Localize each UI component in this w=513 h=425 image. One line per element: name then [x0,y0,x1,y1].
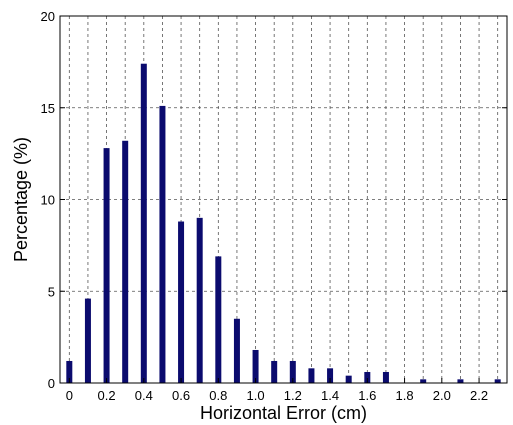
bar [215,256,222,383]
x-tick-label: 0.8 [209,388,227,403]
x-tick-label: 1.2 [284,388,302,403]
y-axis-label: Percentage (%) [11,137,31,262]
bar [364,371,371,383]
x-tick-label: 0.2 [98,388,116,403]
x-tick-label: 2.0 [433,388,451,403]
bar [494,379,501,383]
bar [420,379,427,383]
y-tick-label: 10 [41,193,55,208]
bar [233,318,240,383]
y-tick-label: 15 [41,101,55,116]
bar [457,379,464,383]
bar [66,360,73,383]
bar [327,368,334,383]
bars [66,63,501,384]
bar [140,63,147,384]
bar [271,360,278,383]
bar [252,349,259,383]
bar [308,368,315,383]
bar [345,375,352,383]
y-tick-label: 5 [48,284,55,299]
x-tick-label: 0.6 [172,388,190,403]
bar [289,360,296,383]
y-tick-label: 20 [41,9,55,24]
bar [84,298,91,383]
x-tick-label: 2.2 [470,388,488,403]
x-tick-label: 0 [66,388,73,403]
x-tick-label: 1.4 [321,388,339,403]
x-tick-label: 1.8 [396,388,414,403]
bar [196,217,203,383]
x-tick-label: 1.0 [247,388,265,403]
bar [122,140,129,383]
grid-lines [60,16,507,383]
y-tick-label: 0 [48,376,55,391]
x-tick-label: 0.4 [135,388,153,403]
x-axis-ticks: 0 0.2 0.4 0.6 0.8 1.0 1.2 1.4 1.6 1.8 2.0 2.2 [66,378,488,403]
bar [103,148,110,383]
x-tick-label: 1.6 [358,388,376,403]
bar [382,371,389,383]
y-axis-ticks: 0 5 10 15 20 [41,9,507,391]
bar [178,221,185,383]
bar [159,105,166,383]
x-axis-label: Horizontal Error (cm) [200,403,367,423]
